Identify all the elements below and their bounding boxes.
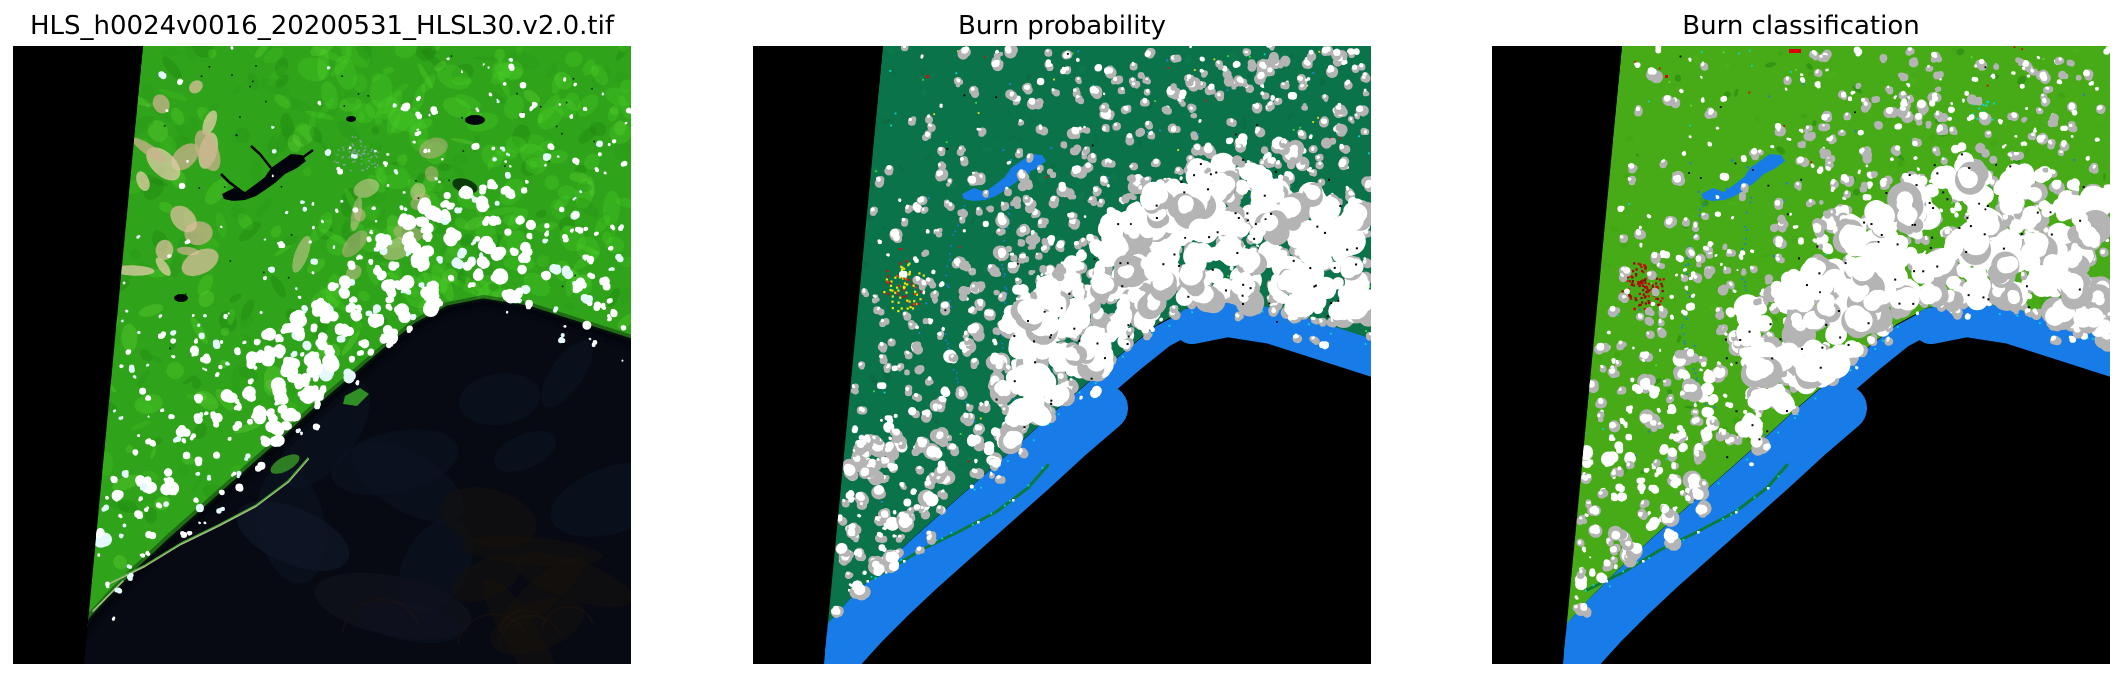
panel-title-burn-classification: Burn classification (1682, 11, 1920, 41)
panel-title-burn-probability: Burn probability (957, 11, 1166, 41)
panel-title-rgb-composite: HLS_h0024v0016_20200531_HLSL30.v2.0.tif (29, 11, 615, 41)
burn-probability-image (753, 46, 1371, 664)
rgb-composite-image (13, 46, 631, 664)
burn-classification-image (1492, 46, 2110, 664)
